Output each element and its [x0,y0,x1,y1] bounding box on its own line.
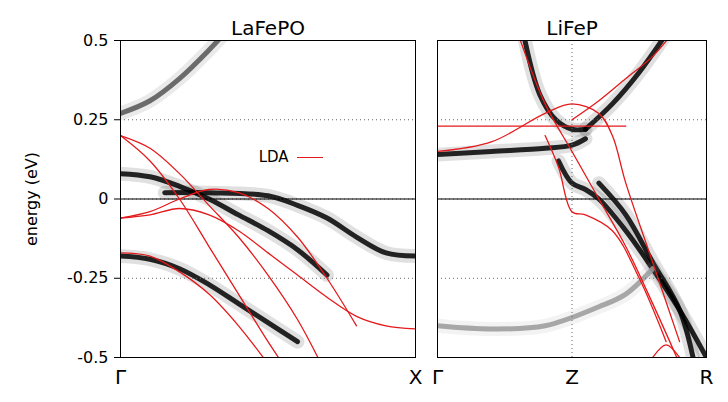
svg-text:LiFeP: LiFeP [546,16,597,40]
svg-text:LaFePO: LaFePO [231,16,305,40]
svg-text:0.5: 0.5 [83,31,108,50]
svg-text:X: X [409,365,423,389]
svg-text:R: R [700,365,714,389]
svg-text:-0.5: -0.5 [77,348,108,367]
svg-text:Γ: Γ [432,365,444,389]
svg-text:Z: Z [565,365,579,389]
svg-text:energy (eV): energy (eV) [22,152,41,246]
svg-text:Γ: Γ [115,365,127,389]
svg-text:0.25: 0.25 [73,110,109,129]
svg-text:0: 0 [98,189,108,208]
html-text:LDA: LDA [258,148,289,166]
svg-text:-0.25: -0.25 [67,268,108,287]
